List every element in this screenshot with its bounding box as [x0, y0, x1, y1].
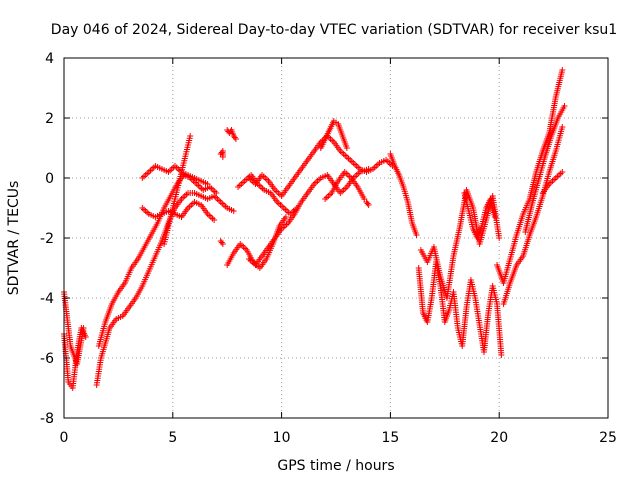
- series-15: [317, 118, 350, 151]
- series-22: [494, 67, 566, 286]
- series-4: [95, 172, 220, 349]
- y-tick-label: -4: [40, 291, 54, 307]
- series-9: [217, 148, 226, 160]
- series-11: [224, 214, 289, 271]
- series-18: [387, 151, 420, 238]
- axis-ticks: 0 5 10 15 20 25 -8 -6 -4 -2 0 2 4: [40, 51, 617, 446]
- x-tick-label: 20: [490, 430, 508, 446]
- series-13: [235, 172, 300, 217]
- series-16: [322, 169, 368, 202]
- x-axis-label: GPS time / hours: [277, 458, 394, 474]
- series-21: [461, 190, 498, 241]
- series-24: [522, 103, 568, 235]
- x-tick-label: 10: [273, 430, 291, 446]
- series-6: [139, 163, 211, 187]
- series-17: [363, 199, 372, 208]
- x-tick-label: 15: [381, 430, 399, 446]
- series-12: [245, 166, 372, 268]
- x-tick-label: 5: [168, 430, 177, 446]
- y-tick-label: -6: [40, 351, 54, 367]
- series-19: [415, 259, 505, 358]
- series-25: [539, 169, 566, 196]
- y-tick-label: 4: [45, 51, 54, 67]
- series-8: [224, 127, 239, 142]
- y-tick-label: -2: [40, 231, 54, 247]
- y-tick-label: 0: [45, 171, 54, 187]
- y-tick-label: 2: [45, 111, 54, 127]
- data-points: [61, 67, 568, 391]
- series-3: [93, 190, 237, 388]
- series-10: [217, 238, 226, 247]
- y-axis-label: SDTVAR / TECUs: [6, 181, 22, 296]
- grid: [64, 58, 608, 418]
- series-20: [417, 187, 503, 301]
- chart-title: Day 046 of 2024, Sidereal Day-to-day VTE…: [51, 22, 617, 38]
- x-tick-label: 0: [60, 430, 69, 446]
- x-tick-label: 25: [599, 430, 617, 446]
- series-7: [161, 133, 194, 247]
- series-23: [500, 124, 566, 307]
- y-tick-label: -8: [40, 411, 54, 427]
- series-2: [61, 289, 87, 367]
